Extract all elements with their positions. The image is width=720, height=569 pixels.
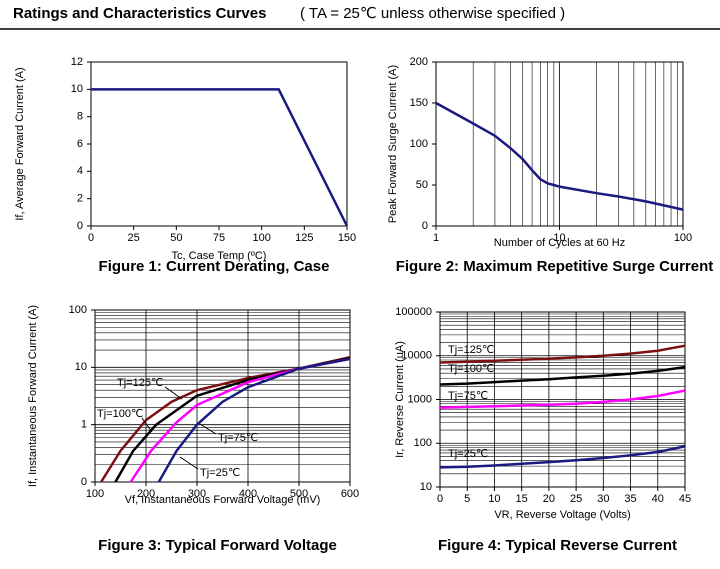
x-tick-label: 25	[570, 493, 582, 505]
series-line	[435, 101, 684, 211]
y-tick-label: 50	[416, 179, 428, 191]
series-line	[91, 88, 349, 227]
y-tick-label: 8	[77, 111, 83, 123]
label-arrow	[199, 423, 217, 435]
x-tick-label: 400	[239, 488, 257, 500]
series-line	[439, 344, 686, 364]
y-tick-label: 0	[77, 220, 83, 232]
y-tick-label: 100	[414, 437, 432, 449]
x-tick-label: 125	[295, 232, 313, 244]
series-label: Tj=125℃	[448, 344, 494, 356]
y-tick-label: 1	[81, 419, 87, 431]
y-tick-label: 10000	[401, 350, 432, 362]
series-line	[157, 357, 351, 483]
header-conditions: ( TA = 25℃ unless otherwise specified )	[300, 5, 565, 22]
y-tick-label: 10	[71, 83, 83, 95]
x-tick-label: 5	[464, 493, 470, 505]
x-tick-label: 10	[488, 493, 500, 505]
y-tick-label: 2	[77, 193, 83, 205]
x-tick-label: 40	[652, 493, 664, 505]
x-tick-label: 100	[86, 488, 104, 500]
series-line	[439, 445, 686, 469]
series-line	[439, 389, 686, 409]
header-title: Ratings and Characteristics Curves	[13, 5, 266, 22]
x-axis-label: Tc, Case Temp (ºC)	[172, 250, 267, 262]
figure-caption: Figure 2: Maximum Repetitive Surge Curre…	[396, 258, 714, 275]
x-tick-label: 10	[553, 232, 565, 244]
y-tick-label: 12	[71, 56, 83, 68]
y-tick-label: 150	[410, 97, 428, 109]
x-tick-label: 15	[516, 493, 528, 505]
y-tick-label: 10	[75, 361, 87, 373]
series-label: Tj=100℃	[97, 408, 143, 420]
figure-caption: Figure 3: Typical Forward Voltage	[98, 537, 337, 554]
x-tick-label: 100	[252, 232, 270, 244]
y-axis-label: If, Instantaneous Forward Current (A)	[27, 305, 39, 487]
x-tick-label: 0	[88, 232, 94, 244]
x-axis-label: Vf, Instantaneous Forward Voltage (mV)	[125, 494, 321, 506]
series-label: Tj=75℃	[448, 390, 488, 402]
plot-frame	[94, 309, 351, 483]
y-axis-label: If, Average Forward Current (A)	[14, 67, 26, 220]
x-tick-label: 25	[128, 232, 140, 244]
series-label: Tj=100℃	[448, 363, 494, 375]
label-arrow	[164, 386, 183, 400]
y-tick-label: 200	[410, 56, 428, 68]
x-tick-label: 300	[188, 488, 206, 500]
x-tick-label: 50	[170, 232, 182, 244]
y-axis-label: Ir, Reverse Current (uA)	[394, 341, 406, 458]
series-label: Tj=75℃	[218, 432, 258, 444]
plot-frame	[90, 61, 348, 227]
label-arrow	[141, 417, 153, 433]
x-tick-label: 100	[674, 232, 692, 244]
x-axis-label: VR, Reverse Voltage (Volts)	[494, 509, 630, 521]
series-label: Tj=125℃	[117, 377, 163, 389]
figure-caption: Figure 4: Typical Reverse Current	[438, 537, 677, 554]
plot-frame	[435, 61, 684, 227]
x-tick-label: 20	[543, 493, 555, 505]
y-tick-label: 10	[420, 481, 432, 493]
x-tick-label: 30	[597, 493, 609, 505]
y-tick-label: 0	[81, 476, 87, 488]
label-arrow	[179, 456, 199, 470]
series-label: Tj=25℃	[448, 448, 488, 460]
y-tick-label: 4	[77, 165, 83, 177]
x-tick-label: 0	[437, 493, 443, 505]
y-tick-label: 100	[69, 304, 87, 316]
y-tick-label: 6	[77, 138, 83, 150]
x-tick-label: 200	[137, 488, 155, 500]
y-tick-label: 100	[410, 138, 428, 150]
y-tick-label: 100000	[395, 306, 432, 318]
x-tick-label: 75	[213, 232, 225, 244]
x-tick-label: 1	[433, 232, 439, 244]
x-tick-label: 45	[679, 493, 691, 505]
x-tick-label: 150	[338, 232, 356, 244]
x-tick-label: 35	[624, 493, 636, 505]
series-label: Tj=25℃	[200, 467, 240, 479]
y-tick-label: 1000	[408, 393, 432, 405]
plot-frame	[439, 311, 686, 488]
x-tick-label: 500	[290, 488, 308, 500]
series-line	[439, 365, 686, 386]
x-tick-label: 600	[341, 488, 359, 500]
figure-caption: Figure 1: Current Derating, Case	[99, 258, 330, 275]
y-tick-label: 0	[422, 220, 428, 232]
x-axis-label: Number of Cycles at 60 Hz	[494, 237, 625, 249]
y-axis-label: Peak Forward Surge Current (A)	[387, 65, 399, 223]
